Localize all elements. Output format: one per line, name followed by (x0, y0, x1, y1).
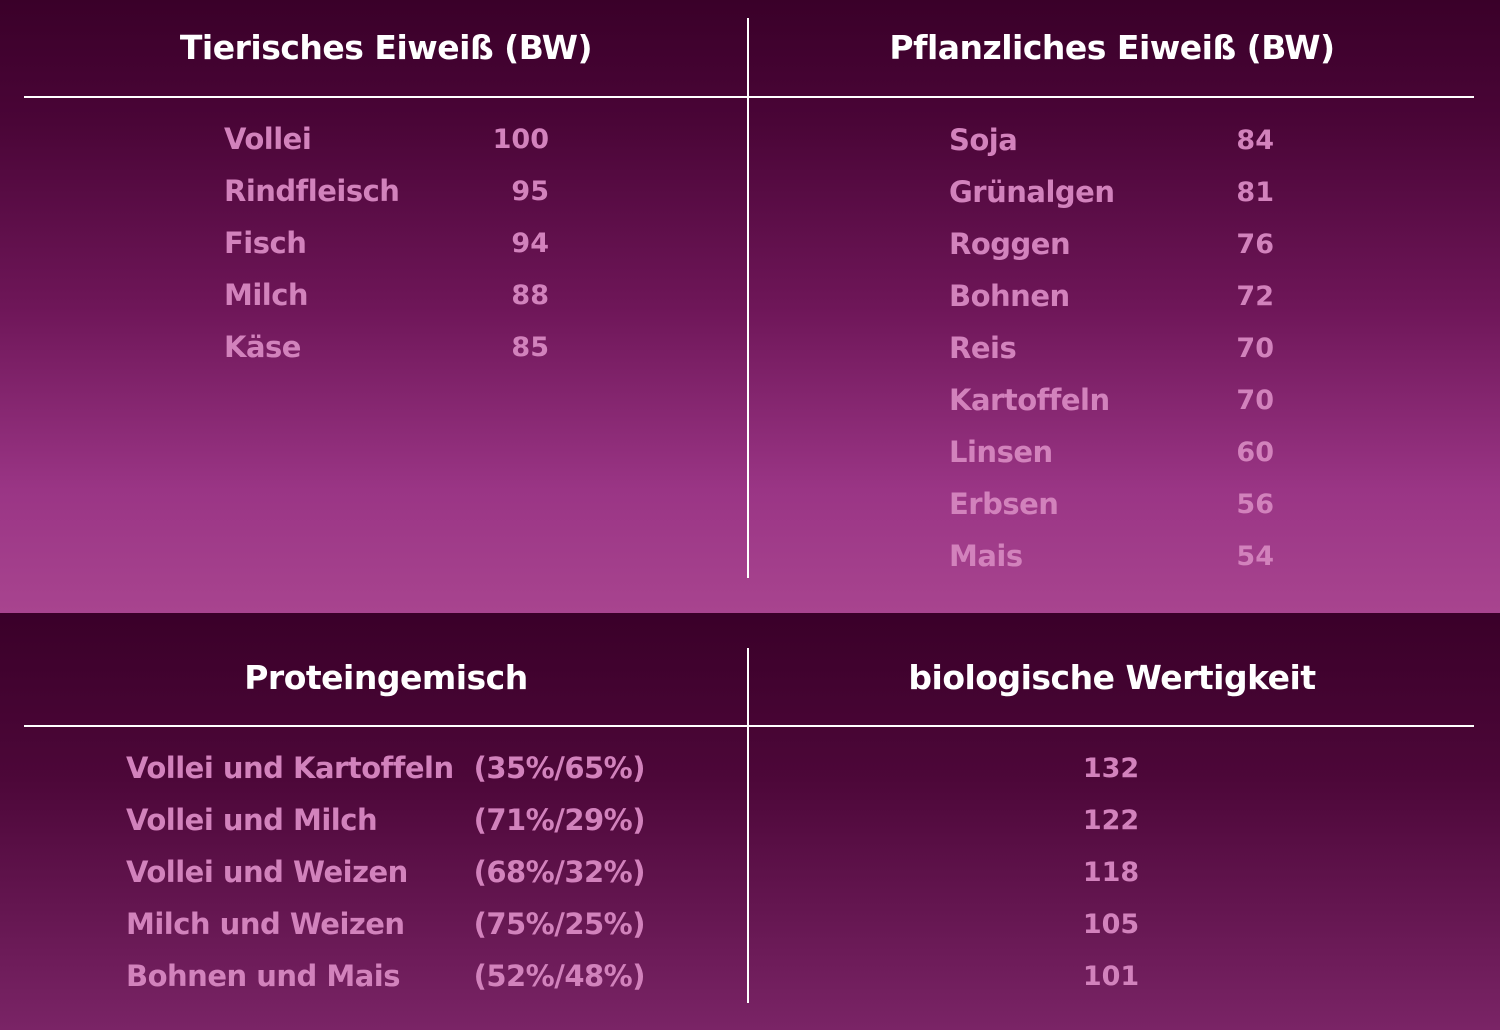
food-name: Fisch (224, 226, 307, 260)
biological-value: 84 (1236, 125, 1274, 156)
biological-value: 56 (1236, 489, 1274, 520)
biological-value: 132 (1082, 753, 1140, 784)
mixture-ratio: (52%/48%) (473, 959, 646, 993)
food-name: Reis (949, 331, 1017, 365)
biological-value: 70 (1236, 385, 1274, 416)
biological-value-title: biologische Wertigkeit (908, 658, 1316, 697)
food-name: Käse (224, 330, 301, 364)
mixture-ratio: (75%/25%) (473, 907, 646, 941)
header-divider (24, 725, 1474, 727)
biological-value: 100 (492, 124, 549, 155)
biological-value: 94 (511, 228, 549, 259)
mixture-title: Proteingemisch (244, 658, 528, 697)
mixture-ratio: (71%/29%) (473, 803, 646, 837)
biological-value: 54 (1236, 541, 1274, 572)
mixture-name: Milch und Weizen (126, 907, 405, 941)
mixture-ratio: (35%/65%) (473, 751, 646, 785)
food-name: Kartoffeln (949, 383, 1110, 417)
biological-value: 105 (1082, 909, 1140, 940)
mixture-name: Vollei und Milch (126, 803, 378, 837)
food-name: Roggen (949, 227, 1071, 261)
food-name: Vollei (224, 122, 312, 156)
food-name: Bohnen (949, 279, 1070, 313)
biological-value: 76 (1236, 229, 1274, 260)
column-divider (747, 18, 749, 578)
biological-value: 60 (1236, 437, 1274, 468)
biological-value: 95 (511, 176, 549, 207)
header-divider (24, 96, 1474, 98)
biological-value: 85 (511, 332, 549, 363)
food-name: Mais (949, 539, 1023, 573)
food-name: Milch (224, 278, 309, 312)
food-name: Soja (949, 123, 1018, 157)
biological-value: 81 (1236, 177, 1274, 208)
biological-value: 88 (511, 280, 549, 311)
mixture-name: Bohnen und Mais (126, 959, 401, 993)
food-name: Erbsen (949, 487, 1059, 521)
protein-mixture-panel: Proteingemisch biologische Wertigkeit Vo… (0, 613, 1500, 1030)
biological-value: 118 (1082, 857, 1140, 888)
mixture-name: Vollei und Weizen (126, 855, 408, 889)
protein-value-panel: Tierisches Eiweiß (BW) Pflanzliches Eiwe… (0, 0, 1500, 613)
plant-protein-title: Pflanzliches Eiweiß (BW) (889, 28, 1335, 67)
biological-value: 101 (1082, 961, 1140, 992)
food-name: Rindfleisch (224, 174, 400, 208)
animal-protein-title: Tierisches Eiweiß (BW) (179, 28, 593, 67)
biological-value: 72 (1236, 281, 1274, 312)
food-name: Linsen (949, 435, 1053, 469)
mixture-name: Vollei und Kartoffeln (126, 751, 454, 785)
column-divider (747, 648, 749, 1003)
mixture-ratio: (68%/32%) (473, 855, 646, 889)
biological-value: 122 (1082, 805, 1140, 836)
biological-value: 70 (1236, 333, 1274, 364)
food-name: Grünalgen (949, 175, 1115, 209)
